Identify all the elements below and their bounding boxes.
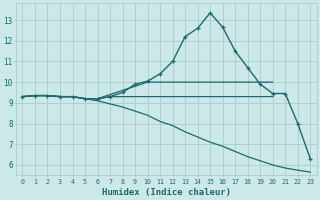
X-axis label: Humidex (Indice chaleur): Humidex (Indice chaleur) <box>102 188 231 197</box>
